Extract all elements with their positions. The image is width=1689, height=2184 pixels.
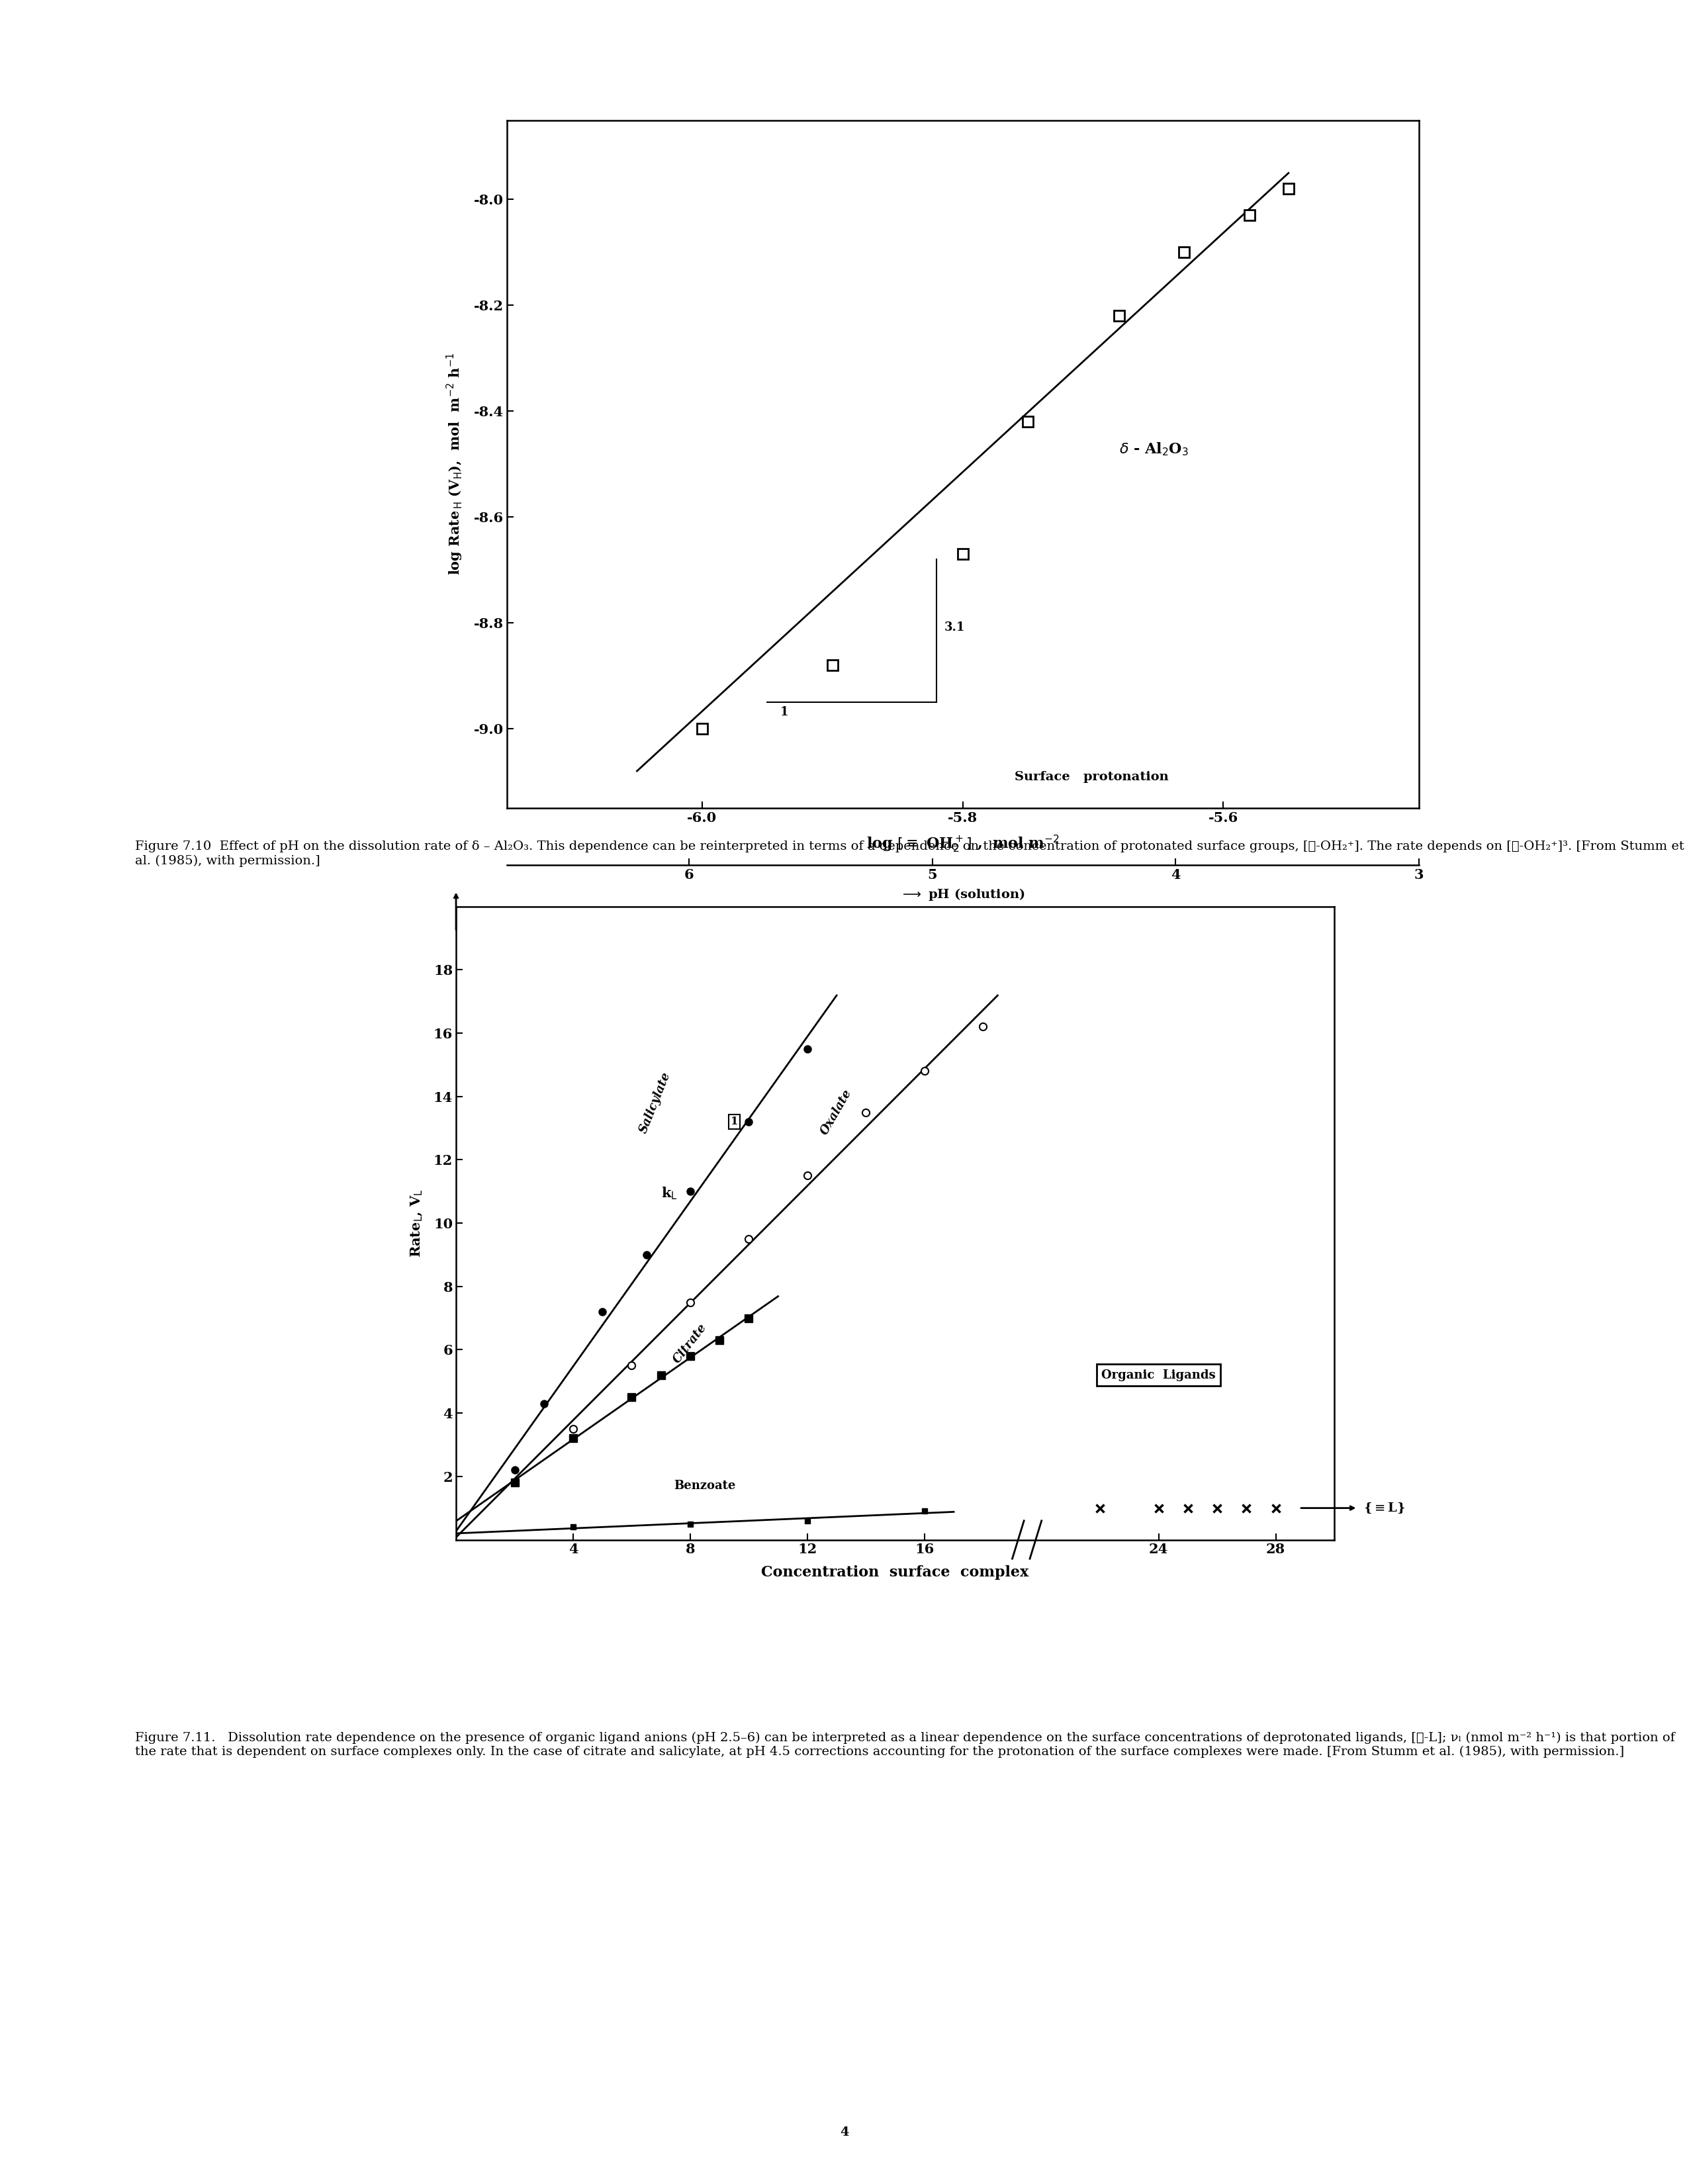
Y-axis label: log Rate$_{\,\rm H}$ (V$_{\rm H}$),  mol  m$^{-2}$ h$^{-1}$: log Rate$_{\,\rm H}$ (V$_{\rm H}$), mol … [446,354,464,574]
Text: $\delta$ - Al$_2$O$_3$: $\delta$ - Al$_2$O$_3$ [1120,441,1189,456]
Text: k$_{\rm L}$: k$_{\rm L}$ [660,1186,677,1201]
Text: 1: 1 [730,1116,738,1127]
Y-axis label: Rate$_{\rm L}$, V$_{\rm L}$: Rate$_{\rm L}$, V$_{\rm L}$ [409,1188,424,1258]
Text: {$\equiv$L}: {$\equiv$L} [1363,1500,1405,1516]
X-axis label: log $\left[\equiv\right.$ OH$_2^+\left.\right]$ ,  mol m$^{-2}$: log $\left[\equiv\right.$ OH$_2^+\left.\… [866,834,1059,854]
Text: 4: 4 [839,2127,850,2138]
Text: 3.1: 3.1 [944,622,964,633]
Text: Citrate: Citrate [671,1321,709,1365]
Text: Organic  Ligands: Organic Ligands [1101,1369,1216,1380]
X-axis label: $\longrightarrow$ pH (solution): $\longrightarrow$ pH (solution) [900,887,1025,902]
Text: Benzoate: Benzoate [674,1481,736,1492]
X-axis label: Concentration  surface  complex: Concentration surface complex [762,1566,1029,1579]
Text: Oxalate: Oxalate [819,1088,855,1138]
Text: 1: 1 [780,705,789,719]
Text: Surface   protonation: Surface protonation [1015,771,1169,782]
Text: Figure 7.10  Effect of pH on the dissolution rate of δ – Al₂O₃. This dependence : Figure 7.10 Effect of pH on the dissolut… [135,841,1684,867]
Text: Figure 7.11.   Dissolution rate dependence on the presence of organic ligand ani: Figure 7.11. Dissolution rate dependence… [135,1732,1675,1758]
Text: Salicylate: Salicylate [637,1070,672,1136]
